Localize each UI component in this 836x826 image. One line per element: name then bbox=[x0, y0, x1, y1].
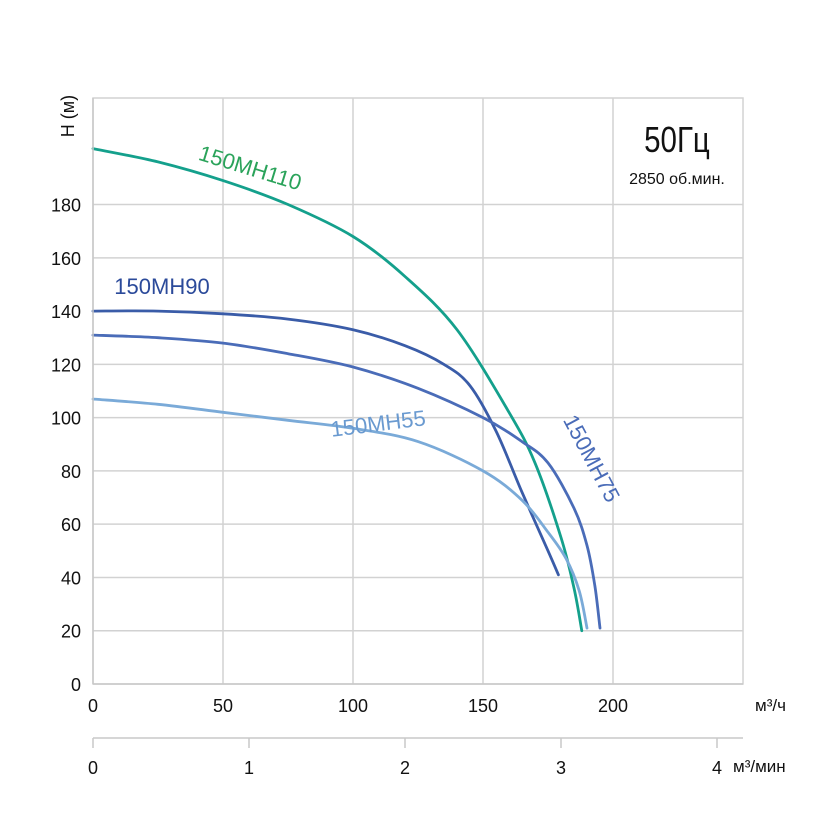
y-tick-label: 0 bbox=[71, 675, 81, 695]
series-label-150MH110: 150MH110 bbox=[196, 140, 305, 195]
axes: 0 20 40 60 80 100 120 140 160 180 0 50 100 150 200 0 1 2 3… bbox=[51, 98, 743, 778]
series-line-150MH110 bbox=[91, 147, 584, 633]
secondary-tick-label: 2 bbox=[400, 758, 410, 778]
x-axis-unit-secondary: м³/мин bbox=[733, 757, 786, 776]
series-label-150MH90: 150MH90 bbox=[114, 274, 209, 299]
secondary-tick-label: 3 bbox=[556, 758, 566, 778]
speed-annotation: 2850 об.мин. bbox=[629, 171, 725, 188]
y-tick-label: 80 bbox=[61, 462, 81, 482]
series-line-150MH75 bbox=[91, 333, 602, 630]
y-tick-label: 20 bbox=[61, 622, 81, 642]
series-label-150MH55: 150MH55 bbox=[329, 405, 427, 441]
x-tick-label: 200 bbox=[598, 696, 628, 716]
x-tick-label: 0 bbox=[88, 696, 98, 716]
x-tick-label: 150 bbox=[468, 696, 498, 716]
secondary-tick-label: 4 bbox=[712, 758, 722, 778]
labels: H (м) м³/ч м³/мин 50Гц 2850 об.мин. bbox=[58, 95, 786, 776]
frequency-annotation: 50Гц bbox=[644, 119, 710, 159]
x-axis-unit-primary: м³/ч bbox=[755, 696, 786, 715]
y-tick-label: 60 bbox=[61, 515, 81, 535]
y-tick-label: 180 bbox=[51, 196, 81, 216]
series-label-150MH75: 150MH75 bbox=[558, 410, 625, 506]
y-tick-label: 40 bbox=[61, 568, 81, 588]
y-tick-label: 160 bbox=[51, 249, 81, 269]
secondary-tick-label: 1 bbox=[244, 758, 254, 778]
y-tick-label: 100 bbox=[51, 409, 81, 429]
y-axis-label: H (м) bbox=[58, 95, 78, 137]
x-tick-label: 100 bbox=[338, 696, 368, 716]
x-tick-label: 50 bbox=[213, 696, 233, 716]
y-tick-label: 140 bbox=[51, 302, 81, 322]
series-line-150MH90 bbox=[91, 309, 560, 577]
series-line-150MH55 bbox=[91, 397, 589, 630]
grid bbox=[92, 97, 744, 685]
y-tick-label: 120 bbox=[51, 355, 81, 375]
secondary-tick-label: 0 bbox=[88, 758, 98, 778]
curves: 150MH110 150MH90 150MH75 150MH55 bbox=[91, 140, 625, 633]
